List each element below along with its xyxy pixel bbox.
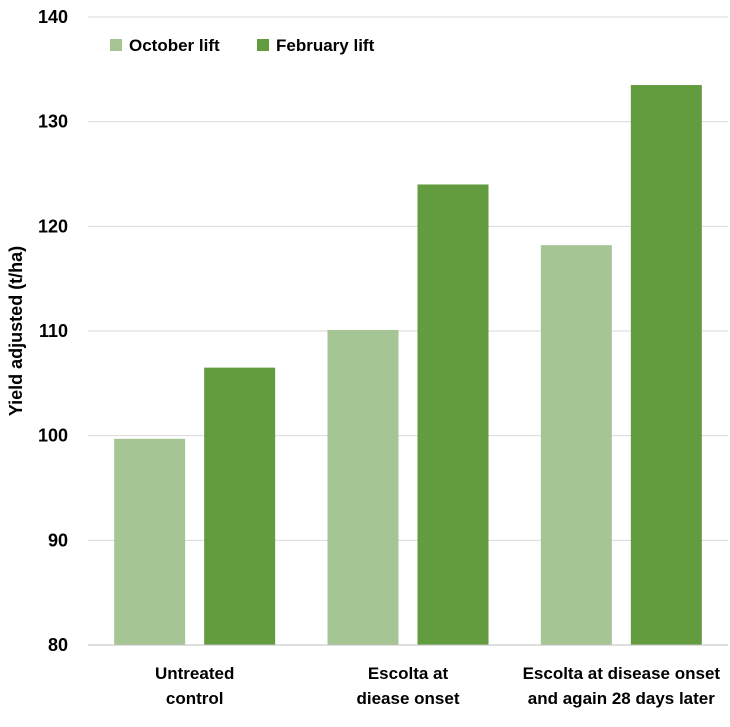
y-tick-label: 90	[48, 530, 68, 550]
y-tick-label: 80	[48, 635, 68, 655]
bar-february-1	[417, 184, 489, 645]
x-axis-categories: Untreated control Escolta at diease onset Es…	[155, 664, 720, 708]
y-axis-title: Yield adjusted (t/ha)	[6, 246, 26, 416]
y-tick-label: 100	[38, 426, 68, 446]
legend-swatch-0	[110, 39, 122, 51]
x-category-label: Untreated	[155, 664, 234, 683]
legend-label-1: February lift	[276, 36, 375, 55]
x-category-label: control	[166, 689, 224, 708]
x-category-label: Escolta at	[368, 664, 449, 683]
y-axis-ticks: 80 90 100 110 120 130 140	[38, 7, 68, 655]
y-tick-label: 130	[38, 112, 68, 132]
y-tick-label: 140	[38, 7, 68, 27]
legend-swatch-1	[257, 39, 269, 51]
legend: October lift February lift	[110, 36, 375, 55]
x-category-label: diease onset	[357, 689, 460, 708]
y-tick-label: 110	[39, 321, 68, 341]
y-tick-label: 120	[38, 216, 68, 236]
bar-october-2	[540, 245, 612, 645]
gridlines	[88, 16, 728, 541]
x-category-label: Escolta at disease onset	[523, 664, 721, 683]
bars	[114, 85, 702, 646]
x-category-label: and again 28 days later	[528, 689, 715, 708]
bar-october-1	[327, 329, 399, 645]
legend-label-0: October lift	[129, 36, 220, 55]
bar-october-0	[114, 438, 186, 645]
bar-february-2	[630, 85, 702, 646]
bar-february-0	[204, 367, 276, 645]
